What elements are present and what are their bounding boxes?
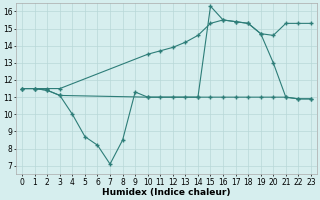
- X-axis label: Humidex (Indice chaleur): Humidex (Indice chaleur): [102, 188, 231, 197]
